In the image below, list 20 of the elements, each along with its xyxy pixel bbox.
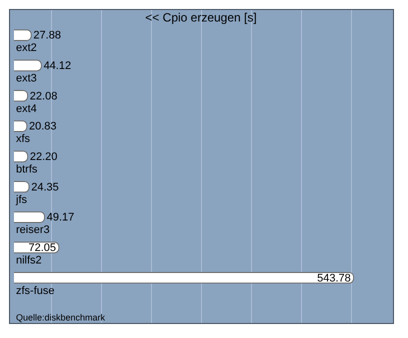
data-label: 543.78	[317, 272, 351, 284]
chart-title: << Cpio erzeugen [s]	[145, 10, 257, 24]
y-tick-label: reiser3	[16, 224, 50, 236]
data-label: 27.88	[33, 30, 61, 42]
data-label: 72.05	[28, 242, 56, 254]
y-tick-label: xfs	[16, 133, 31, 146]
y-tick-label: ext3	[16, 72, 37, 85]
y-tick-label: zfs-fuse	[16, 284, 55, 297]
data-label: 22.20	[30, 151, 58, 164]
annotation: Quelle:diskbenchmark	[16, 312, 106, 322]
y-tick-label: jfs	[15, 194, 28, 206]
y-tick-label: btrfs	[16, 164, 38, 176]
data-label: 20.83	[29, 120, 57, 133]
y-tick-label: ext4	[16, 102, 37, 115]
data-label: 49.17	[46, 212, 74, 224]
y-tick-label: ext2	[16, 42, 37, 54]
data-label: 22.08	[30, 90, 58, 102]
y-tick-label: nilfs2	[16, 254, 42, 267]
data-label: 44.12	[44, 60, 72, 72]
data-label: 24.35	[31, 181, 59, 194]
